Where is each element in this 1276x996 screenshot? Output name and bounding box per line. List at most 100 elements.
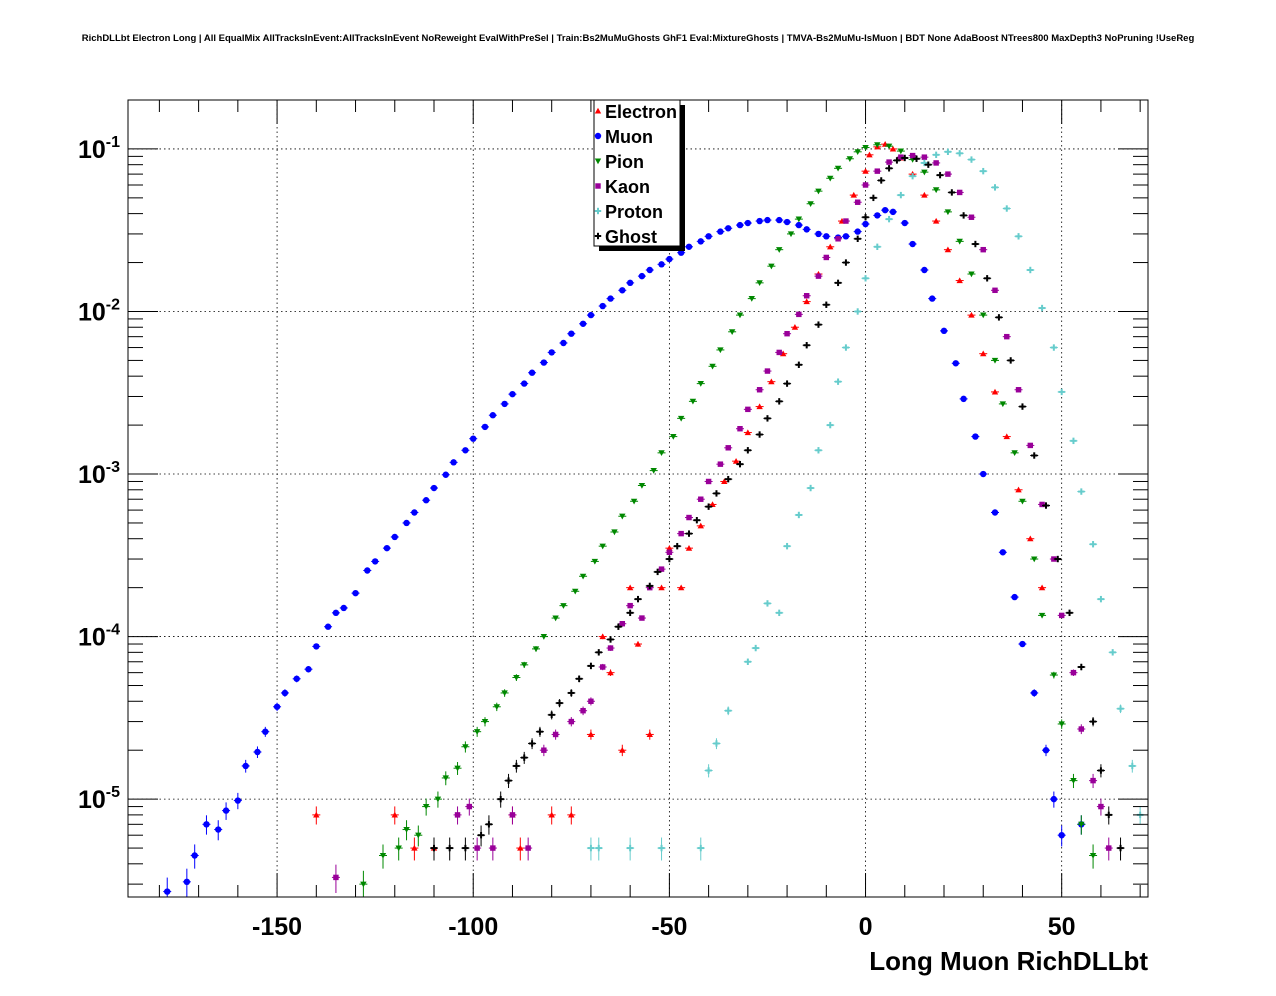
data-point <box>764 216 771 224</box>
data-point <box>721 478 728 485</box>
data-point <box>995 314 1003 321</box>
data-point <box>980 312 987 319</box>
data-point <box>658 566 665 572</box>
data-point <box>333 874 339 881</box>
data-point <box>568 811 575 818</box>
data-point <box>815 273 822 279</box>
y-tick-exponent: -4 <box>106 622 120 639</box>
data-point <box>827 243 834 250</box>
data-point <box>1050 672 1058 679</box>
series-pion <box>359 142 1098 897</box>
data-point <box>999 549 1007 556</box>
data-point <box>615 623 622 630</box>
data-point <box>897 191 905 199</box>
data-point <box>932 187 940 194</box>
data-point <box>442 775 449 782</box>
data-point <box>796 311 802 318</box>
data-point <box>980 167 987 175</box>
data-point <box>991 184 999 191</box>
data-point <box>560 603 567 609</box>
data-point <box>540 634 548 640</box>
data-point <box>823 254 830 261</box>
data-point <box>619 620 626 627</box>
data-point <box>968 271 975 278</box>
data-point <box>403 826 410 833</box>
data-point <box>909 172 916 180</box>
y-tick-exponent: -1 <box>106 134 120 151</box>
data-point <box>717 461 724 467</box>
data-point <box>768 378 775 385</box>
data-point <box>854 228 861 235</box>
data-point <box>450 459 457 466</box>
data-point <box>956 189 963 196</box>
data-point <box>470 435 477 442</box>
data-point <box>473 729 481 735</box>
data-point <box>422 804 430 810</box>
data-point <box>685 544 693 551</box>
legend-label-muon: Muon <box>605 127 653 147</box>
data-point <box>705 503 712 510</box>
data-point <box>787 231 795 238</box>
data-point <box>862 214 869 221</box>
data-point <box>568 718 575 725</box>
legend-marker-proton <box>594 207 602 215</box>
data-point <box>1003 205 1010 212</box>
data-point <box>658 844 665 852</box>
data-point <box>1039 501 1045 508</box>
data-point <box>462 447 469 454</box>
data-point <box>709 501 716 508</box>
data-point <box>1019 403 1026 410</box>
data-point <box>528 740 536 747</box>
data-point <box>827 421 834 429</box>
data-point <box>776 247 783 253</box>
data-point <box>587 662 595 670</box>
data-point <box>587 844 595 852</box>
data-point <box>795 221 803 229</box>
data-point <box>1058 721 1065 728</box>
data-point <box>548 811 555 818</box>
legend-label-proton: Proton <box>605 202 663 222</box>
data-point <box>391 533 398 541</box>
series-ghost <box>430 154 1125 861</box>
data-point <box>626 584 634 591</box>
legend-marker-ghost <box>594 232 602 240</box>
data-point <box>870 194 877 202</box>
data-point <box>485 821 493 828</box>
data-point <box>936 171 944 179</box>
data-point <box>705 767 712 774</box>
data-point <box>532 646 540 653</box>
data-point <box>736 460 744 468</box>
data-point <box>619 747 626 753</box>
data-point <box>756 431 763 438</box>
data-point <box>313 811 320 818</box>
data-point <box>909 240 916 248</box>
data-point <box>677 415 685 422</box>
data-point <box>705 478 712 485</box>
data-point <box>1015 387 1022 393</box>
data-point <box>980 350 987 357</box>
data-point <box>493 704 500 710</box>
data-point <box>921 154 928 160</box>
x-tick-label: -50 <box>651 913 687 941</box>
data-point <box>293 675 300 682</box>
y-tick-exponent: -5 <box>106 784 120 801</box>
data-point <box>599 633 606 640</box>
data-point <box>854 199 861 205</box>
data-point <box>889 145 897 152</box>
data-point <box>1015 486 1022 493</box>
legend-marker-electron <box>594 107 602 114</box>
data-point <box>234 797 242 804</box>
data-point <box>677 249 685 256</box>
legend: Electron Muon Pion Kaon Proton Ghost <box>593 99 685 251</box>
data-point <box>1078 488 1085 495</box>
data-point <box>1097 595 1105 603</box>
data-point <box>1019 498 1026 505</box>
data-point <box>579 320 587 327</box>
data-point <box>611 529 618 536</box>
data-point <box>572 588 579 595</box>
data-point <box>1050 344 1058 351</box>
data-point <box>807 201 814 207</box>
data-point <box>634 595 642 603</box>
data-point <box>415 832 422 839</box>
data-point <box>1031 452 1038 459</box>
